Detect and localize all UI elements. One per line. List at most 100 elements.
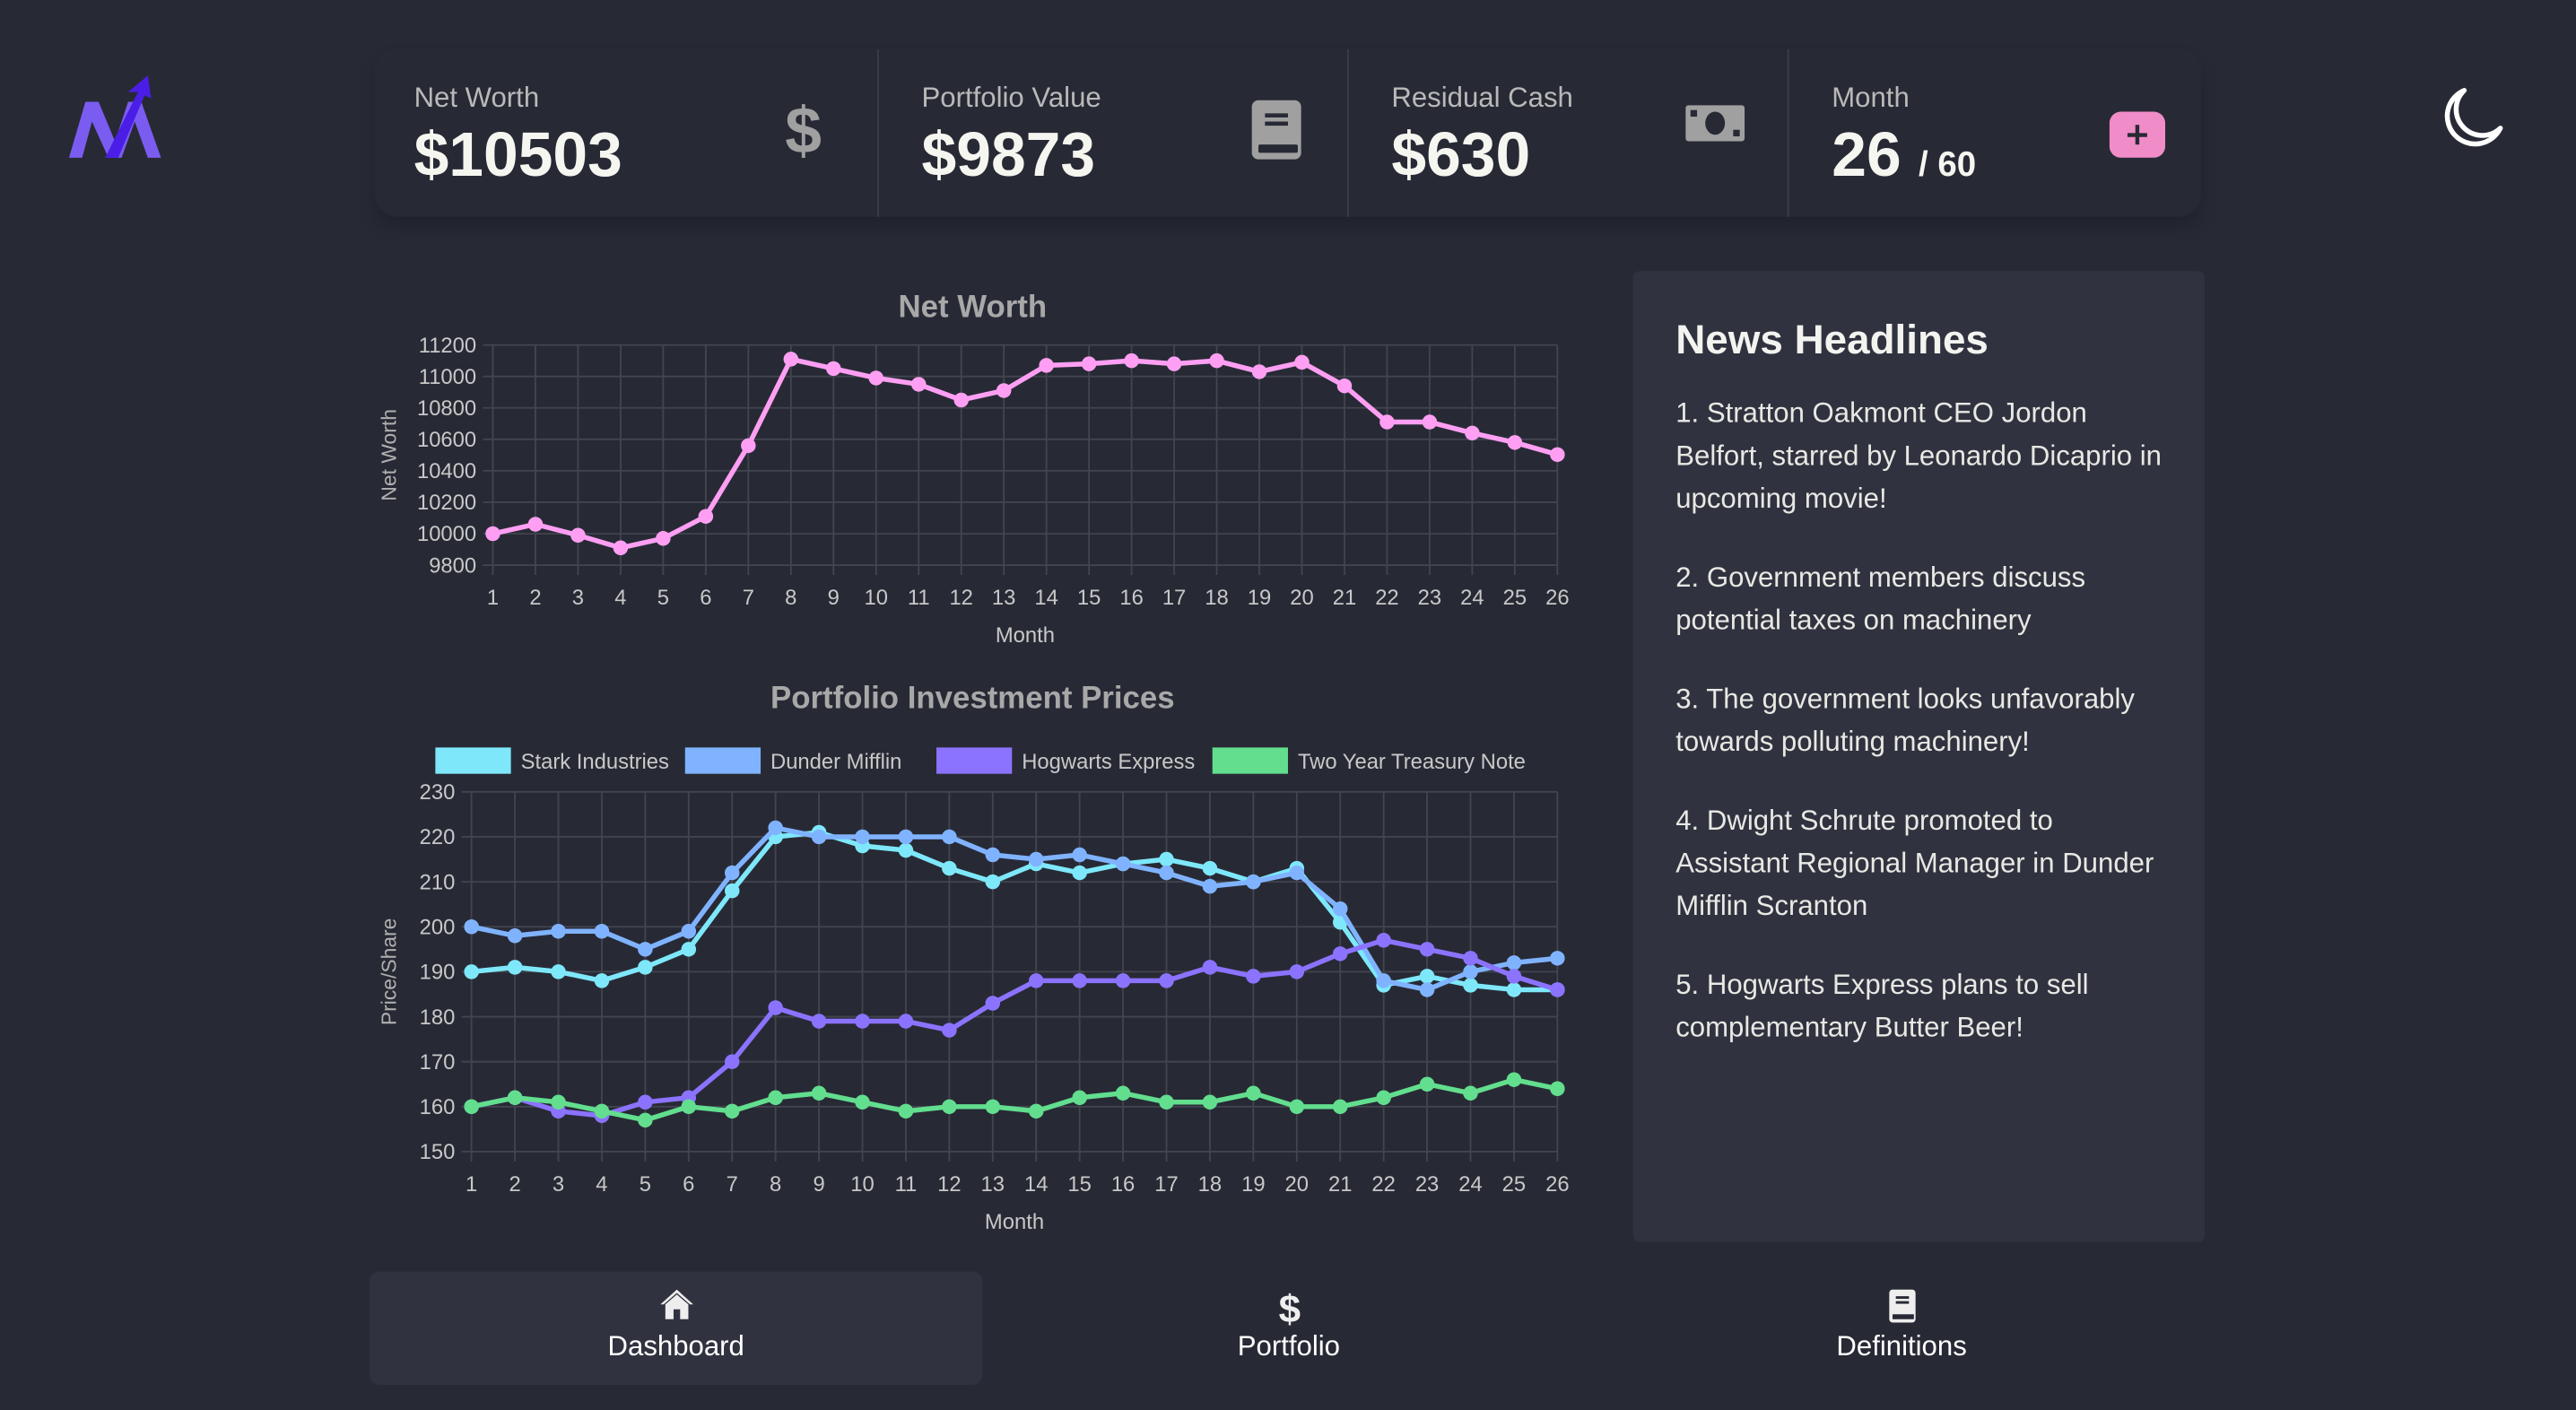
data-point <box>1332 1099 1348 1115</box>
data-point <box>1379 414 1395 430</box>
data-point <box>985 847 1001 863</box>
data-point <box>768 1090 783 1106</box>
x-tick-label: 12 <box>937 1172 961 1197</box>
y-tick-label: 10800 <box>417 396 476 421</box>
x-tick-label: 23 <box>1415 1172 1439 1197</box>
data-point <box>1028 973 1044 988</box>
data-point <box>1039 358 1054 373</box>
data-point <box>985 874 1001 890</box>
stats-bar: Net Worth $10503 $ Portfolio Value $9873… <box>375 48 2202 217</box>
x-tick-label: 6 <box>683 1172 694 1197</box>
data-point <box>1246 874 1261 890</box>
stat-label: Month <box>1832 82 1910 114</box>
data-point <box>1072 973 1087 988</box>
stat-value: $9873 <box>921 121 1096 191</box>
data-point <box>507 928 523 944</box>
data-point <box>638 960 653 975</box>
data-point <box>1081 356 1097 371</box>
divider <box>1346 48 1349 217</box>
data-point <box>826 361 841 377</box>
data-point <box>1463 978 1478 993</box>
data-point <box>464 1099 479 1115</box>
y-tick-label: 150 <box>420 1140 456 1164</box>
x-tick-label: 25 <box>1502 1172 1526 1197</box>
x-tick-label: 4 <box>614 586 626 610</box>
data-point <box>1506 1072 1522 1087</box>
nav-portfolio[interactable]: $ Portfolio <box>982 1272 1595 1385</box>
series-line <box>471 937 1559 1118</box>
x-tick-label: 18 <box>1205 586 1228 610</box>
legend-label: Stark Industries <box>521 750 669 774</box>
x-tick-label: 10 <box>850 1172 874 1197</box>
data-point <box>613 540 629 556</box>
data-point <box>1202 878 1218 894</box>
moon-icon[interactable] <box>2438 85 2507 151</box>
data-point <box>507 1090 523 1106</box>
home-icon <box>659 1289 693 1319</box>
data-point <box>638 942 653 957</box>
data-point <box>551 924 566 939</box>
logo-icon <box>68 75 161 158</box>
data-point <box>783 352 799 367</box>
data-point <box>1336 378 1353 394</box>
nav-dashboard[interactable]: Dashboard <box>370 1271 983 1386</box>
legend-label: Dunder Mifflin <box>770 750 901 774</box>
data-point <box>1115 1085 1131 1101</box>
svg-text:$: $ <box>786 99 822 161</box>
y-tick-label: 9800 <box>429 553 476 578</box>
x-tick-label: 1 <box>466 1172 477 1197</box>
x-tick-label: 7 <box>743 586 754 610</box>
data-point <box>910 377 927 392</box>
data-point <box>1072 865 1087 881</box>
data-point <box>656 531 671 546</box>
data-point <box>1332 946 1348 962</box>
data-point <box>551 964 566 979</box>
data-point <box>811 1014 827 1029</box>
data-point <box>464 964 479 979</box>
month-total: / 60 <box>1919 146 1977 185</box>
x-tick-label: 8 <box>770 1172 781 1197</box>
x-tick-label: 10 <box>865 586 888 610</box>
data-point <box>1028 1103 1044 1119</box>
data-point <box>855 829 870 845</box>
data-point <box>768 1000 783 1015</box>
legend-swatch <box>936 747 1013 774</box>
data-point <box>594 973 610 988</box>
x-axis-title: Month <box>985 1210 1044 1234</box>
data-point <box>1159 865 1174 881</box>
x-tick-label: 8 <box>785 586 796 610</box>
net-worth-chart: Net Worth9800100001020010400106001080011… <box>377 289 1569 648</box>
data-point <box>1465 425 1480 441</box>
data-point <box>1506 955 1522 970</box>
data-point <box>1246 969 1261 984</box>
data-point <box>1506 969 1522 984</box>
x-tick-label: 23 <box>1418 586 1441 610</box>
y-tick-label: 160 <box>420 1095 456 1119</box>
data-point <box>681 942 697 957</box>
portfolio-prices-chart: Portfolio Investment Prices 150 160 170 180 1… <box>377 680 1569 1234</box>
x-tick-label: 5 <box>657 586 669 610</box>
data-point <box>1463 951 1478 966</box>
x-tick-label: 26 <box>1545 1172 1569 1197</box>
x-tick-label: 16 <box>1119 586 1143 610</box>
data-point <box>1166 356 1182 371</box>
dollar-icon: $ <box>1278 1288 1300 1327</box>
book-icon <box>1888 1289 1915 1323</box>
data-point <box>1124 352 1139 369</box>
legend-label: Hogwarts Express <box>1022 750 1195 774</box>
x-tick-label: 2 <box>529 586 541 610</box>
plus-button-icon[interactable] <box>2109 111 2166 158</box>
x-tick-label: 6 <box>700 586 711 610</box>
y-tick-label: 200 <box>420 915 456 939</box>
y-tick-label: 170 <box>420 1050 456 1075</box>
divider <box>877 48 879 217</box>
stat-value: 26 / 60 <box>1832 122 1976 193</box>
y-axis-title: Price/Share <box>377 918 400 1026</box>
data-point <box>811 1085 827 1101</box>
data-point <box>507 960 523 975</box>
nav-definitions[interactable]: Definitions <box>1595 1272 2207 1385</box>
data-point <box>1463 964 1478 979</box>
legend-item: Two Year Treasury Note <box>1212 747 1526 774</box>
nav-label: Dashboard <box>607 1330 744 1362</box>
x-tick-label: 15 <box>1077 586 1101 610</box>
